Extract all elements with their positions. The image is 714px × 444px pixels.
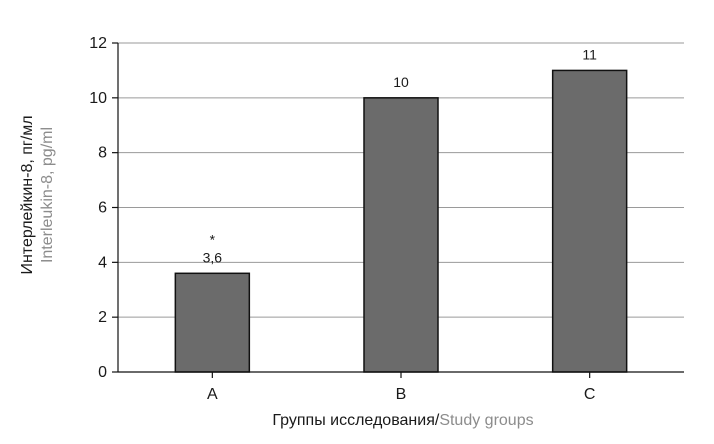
x-tick-label: A — [207, 386, 218, 403]
y-tick-label: 10 — [89, 90, 107, 107]
value-labels: 3,6 * 10 11 — [203, 46, 598, 265]
data-label: 11 — [582, 46, 597, 62]
y-tick-label: 8 — [98, 145, 107, 162]
y-axis-label-english: Interleukin-8, pg/ml — [39, 127, 56, 263]
y-tick-label: 6 — [98, 200, 107, 217]
tick-labels: 0 2 4 6 8 10 12 A B C — [89, 35, 595, 403]
significance-marker: * — [210, 231, 216, 247]
bar-a — [174, 272, 251, 373]
data-label: 3,6 — [203, 249, 223, 265]
bars — [174, 69, 628, 373]
y-axis-label-en: Interleukin-8, pg/ml — [39, 127, 56, 263]
y-tick-label: 2 — [98, 309, 107, 326]
x-axis-label-en: Study groups — [439, 412, 533, 429]
bar-c — [551, 69, 628, 373]
x-axis-label: Группы исследования/Study groups — [272, 412, 533, 429]
axes — [112, 42, 684, 378]
y-tick-label: 0 — [98, 364, 107, 381]
y-tick-label: 12 — [89, 35, 107, 52]
data-label: 10 — [393, 74, 409, 90]
x-axis-label-ru: Группы исследования/ — [272, 412, 439, 429]
x-tick-label: C — [584, 386, 596, 403]
bar-b — [363, 97, 439, 373]
x-tick-label: B — [396, 386, 407, 403]
y-axis-label-ru: Интерлейкин-8, пг/мл — [19, 115, 36, 274]
y-axis-label: Интерлейкин-8, пг/мл — [19, 115, 36, 274]
y-tick-label: 4 — [98, 254, 107, 271]
